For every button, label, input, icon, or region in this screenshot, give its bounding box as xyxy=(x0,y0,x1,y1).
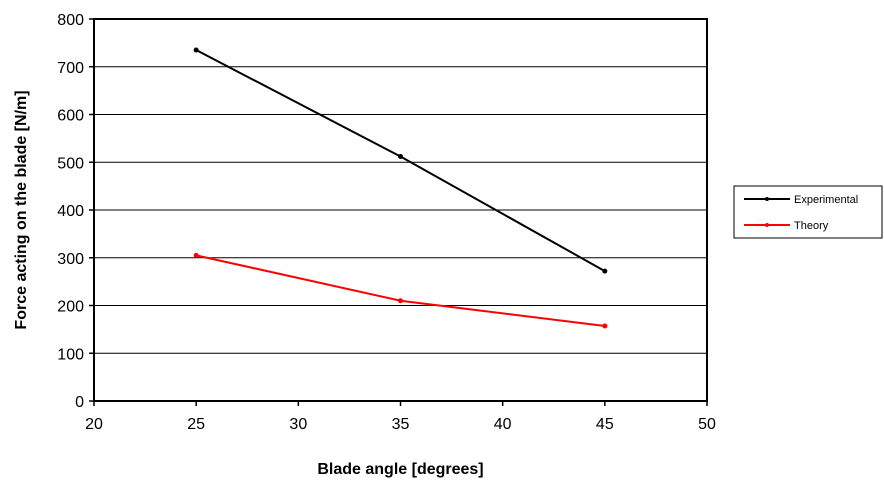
y-tick-label: 400 xyxy=(57,203,84,220)
series-line-theory xyxy=(195,254,605,328)
y-tick-label: 700 xyxy=(57,60,84,77)
data-point-experimental xyxy=(398,154,403,160)
y-axis-title: Force acting on the blade [N/m] xyxy=(13,90,30,329)
x-tick-label: 50 xyxy=(698,416,716,433)
grid-lines xyxy=(94,66,707,354)
y-axis-ticks: 0 100 200 300 400 500 600 700 800 xyxy=(57,12,94,411)
data-point-theory xyxy=(193,252,199,258)
x-tick-label: 20 xyxy=(85,416,103,433)
y-tick-label: 800 xyxy=(57,12,84,29)
x-tick-label: 30 xyxy=(289,416,307,433)
y-tick-label: 100 xyxy=(57,346,84,363)
x-axis-title: Blade angle [degrees] xyxy=(317,461,483,478)
y-tick-label: 200 xyxy=(57,299,84,316)
x-tick-label: 25 xyxy=(187,416,205,433)
y-tick-label: 500 xyxy=(57,155,84,172)
data-point-experimental xyxy=(193,47,199,53)
legend-box xyxy=(733,185,883,239)
legend-marker-experimental xyxy=(765,197,769,201)
x-tick-label: 40 xyxy=(494,416,512,433)
y-tick-label: 300 xyxy=(57,251,84,268)
data-point-theory xyxy=(398,298,403,304)
series-line-experimental xyxy=(195,49,606,272)
legend-label-theory: Theory xyxy=(794,220,829,232)
y-tick-label: 0 xyxy=(75,394,84,411)
x-axis-ticks: 20 25 30 35 40 45 50 xyxy=(85,401,716,433)
legend: Experimental Theory xyxy=(733,185,883,239)
data-point-theory xyxy=(602,323,608,329)
x-tick-label: 45 xyxy=(596,416,614,433)
legend-label-experimental: Experimental xyxy=(794,194,858,206)
y-tick-label: 600 xyxy=(57,108,84,125)
x-tick-label: 35 xyxy=(392,416,410,433)
legend-marker-theory xyxy=(765,223,769,227)
data-point-experimental xyxy=(602,268,608,274)
series-group xyxy=(193,47,608,329)
